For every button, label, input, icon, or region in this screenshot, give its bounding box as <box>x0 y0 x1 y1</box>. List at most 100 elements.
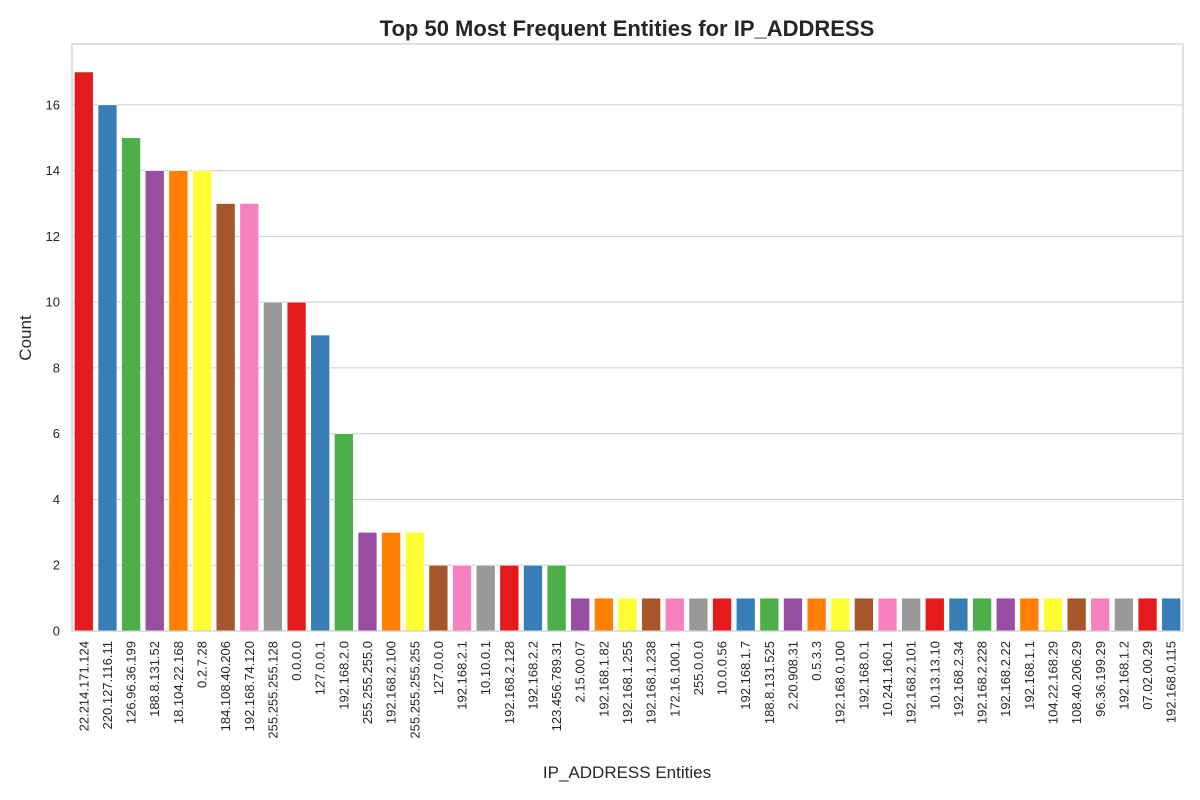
x-tick-label: 192.168.1.238 <box>644 641 659 724</box>
x-tick-label: 192.168.2.0 <box>336 641 351 710</box>
bar <box>192 170 212 632</box>
x-tick-label: 184.108.40.206 <box>218 641 233 731</box>
x-tick-label: 0.0.0.0 <box>289 641 304 681</box>
x-tick-label: 192.168.2.100 <box>384 641 399 724</box>
x-tick-label: 192.168.2.101 <box>904 641 919 724</box>
bar <box>712 597 732 632</box>
x-tick-label: 10.10.0.1 <box>478 641 493 695</box>
x-tick-label: 192.168.2.1 <box>455 641 470 710</box>
x-tick-label: 220.127.116.11 <box>100 641 115 729</box>
bar <box>381 532 401 632</box>
x-tick-label: 192.168.2.34 <box>951 641 966 717</box>
bar <box>1043 597 1063 632</box>
x-tick-label: 108.40.206.29 <box>1069 641 1084 724</box>
x-tick-label: 188.8.131.525 <box>762 641 777 724</box>
bar <box>854 597 874 632</box>
bar <box>286 301 307 632</box>
x-tick-label: 255.255.255.255 <box>407 641 422 739</box>
y-tick-label: 14 <box>46 163 60 178</box>
x-tick-label: 126.96.36.199 <box>124 641 139 724</box>
y-tick-label: 2 <box>53 558 60 573</box>
x-tick-label: 0.5.3.3 <box>809 641 824 681</box>
bar <box>665 597 685 632</box>
bar <box>499 564 520 632</box>
bar <box>735 597 756 632</box>
x-tick-label: 255.255.255.128 <box>265 641 280 739</box>
x-tick-label: 123.456.789.31 <box>549 641 564 731</box>
bar <box>759 597 780 632</box>
bar <box>995 597 1016 632</box>
bar <box>334 433 354 632</box>
x-tick-label: 10.13.13.10 <box>927 641 942 710</box>
bar <box>1114 597 1134 632</box>
bar <box>806 597 827 632</box>
x-tick-labels: 22.214.171.124 220.127.116.11 126.96.36.19… <box>76 641 1178 739</box>
bar <box>688 597 709 632</box>
x-tick-label: 192.168.0.115 <box>1164 641 1179 723</box>
x-tick-label: 192.168.1.1 <box>1022 641 1037 710</box>
bar <box>1019 597 1040 632</box>
bar <box>452 564 472 632</box>
bar <box>357 532 378 632</box>
x-tick-label: 192.168.1.7 <box>738 641 753 710</box>
bar <box>523 564 543 632</box>
bar <box>1066 597 1087 632</box>
bar <box>74 71 94 632</box>
bar <box>948 597 969 632</box>
y-tick-label: 10 <box>46 295 60 310</box>
x-tick-label: 192.168.0.100 <box>833 641 848 724</box>
y-tick-labels: 0 2 4 6 8 10 12 14 16 <box>46 97 60 638</box>
x-tick-label: 18.104.22.168 <box>171 641 186 724</box>
y-tick-label: 8 <box>53 360 60 375</box>
x-tick-label: 10.0.0.56 <box>715 641 730 695</box>
y-tick-label: 6 <box>53 426 60 441</box>
y-tick-label: 4 <box>53 492 60 507</box>
chart-title: Top 50 Most Frequent Entities for IP_ADD… <box>380 16 875 41</box>
x-tick-label: 192.168.0.1 <box>856 641 871 710</box>
x-tick-label: 192.168.2.2 <box>525 641 540 710</box>
bar <box>901 597 921 632</box>
x-tick-label: 192.168.2.22 <box>998 641 1013 717</box>
bar <box>97 104 118 632</box>
bar <box>404 532 425 632</box>
x-tick-label: 192.168.74.120 <box>242 641 257 731</box>
x-tick-label: 22.214.171.124 <box>76 641 91 731</box>
bar <box>428 564 449 632</box>
bar <box>830 597 851 632</box>
bar <box>144 170 165 632</box>
x-tick-label: 96.36.199.29 <box>1093 641 1108 717</box>
bar <box>546 564 567 632</box>
bar <box>877 597 898 632</box>
bar <box>617 597 638 632</box>
x-tick-label: 192.168.1.255 <box>620 641 635 724</box>
x-tick-label: 127.0.0.0 <box>431 641 446 695</box>
bar <box>310 334 330 632</box>
bar <box>641 597 661 632</box>
bar <box>925 597 945 632</box>
bar <box>783 597 803 632</box>
bar <box>215 203 236 632</box>
bar <box>121 137 141 632</box>
bar <box>475 564 496 632</box>
x-tick-label: 2.15.00.07 <box>573 641 588 702</box>
y-tick-label: 0 <box>53 624 60 639</box>
x-tick-label: 127.0.0.1 <box>313 641 328 695</box>
bar <box>1161 597 1181 632</box>
bar <box>570 597 590 632</box>
x-tick-label: 192.168.1.82 <box>596 641 611 717</box>
y-tick-label: 16 <box>46 97 60 112</box>
x-tick-label: 2.20.908.31 <box>785 641 800 710</box>
bar <box>594 597 614 632</box>
y-tick-label: 12 <box>46 229 60 244</box>
bar <box>972 597 992 632</box>
x-tick-label: 172.16.100.1 <box>667 641 682 717</box>
plot-frame <box>71 43 1184 632</box>
bar <box>239 203 260 632</box>
x-tick-label: 192.168.2.128 <box>502 641 517 724</box>
x-tick-label: 10.241.160.1 <box>880 641 895 717</box>
bar <box>263 301 283 632</box>
x-tick-label: 255.0.0.0 <box>691 641 706 695</box>
x-tick-label: 104.22.168.29 <box>1045 641 1060 724</box>
